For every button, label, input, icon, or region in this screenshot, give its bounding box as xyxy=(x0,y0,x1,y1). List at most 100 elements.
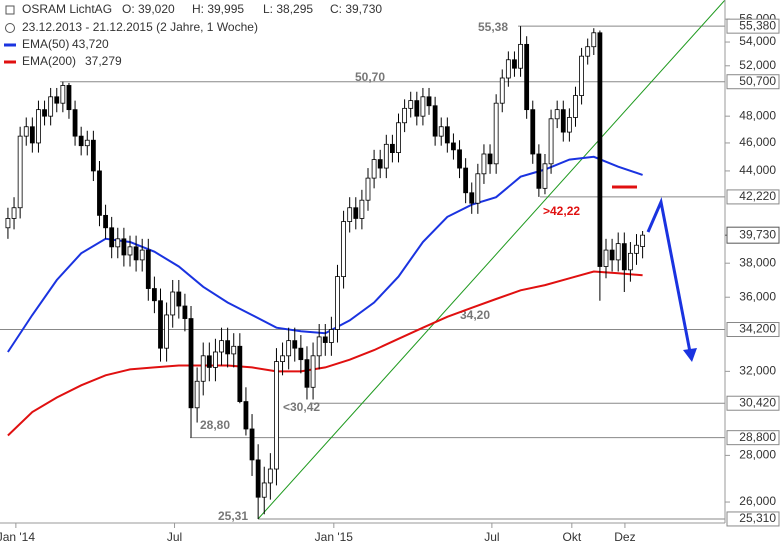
candle-body xyxy=(390,143,395,154)
candle-body xyxy=(206,355,212,368)
candle-body xyxy=(383,143,389,169)
level-note: 50,70 xyxy=(355,70,385,84)
header-high: H: 39,995 xyxy=(192,2,244,16)
candle-body xyxy=(176,291,182,307)
candle-body xyxy=(359,199,365,219)
level-label: 28,800 xyxy=(739,430,776,444)
header-close: C: 39,730 xyxy=(330,2,382,16)
y-tick-label: 26,000 xyxy=(739,494,776,508)
candle-body xyxy=(451,142,456,151)
last-label: 39,730 xyxy=(739,227,776,241)
candle-body xyxy=(121,238,127,256)
level-box xyxy=(726,322,780,338)
candle-body xyxy=(512,59,517,69)
y-tick-label: 32,000 xyxy=(739,364,776,378)
candle-body xyxy=(115,238,121,248)
candle-body xyxy=(213,351,218,368)
candle-body xyxy=(54,96,60,104)
level-box xyxy=(726,189,780,205)
y-tick-label: 28,000 xyxy=(739,448,776,462)
candle-body xyxy=(579,55,584,96)
candle-body xyxy=(396,122,401,154)
level-note: 25,31 xyxy=(218,509,248,523)
candle-body xyxy=(560,109,566,133)
candle-body xyxy=(408,100,414,109)
candle-body xyxy=(628,252,633,271)
candle-body xyxy=(328,329,334,343)
header-range: 23.12.2013 - 21.12.2015 (2 Jahre, 1 Woch… xyxy=(22,20,258,34)
candle-body xyxy=(200,355,206,382)
candle-body xyxy=(548,118,554,165)
candle-body xyxy=(365,177,371,201)
candle-body xyxy=(127,246,133,256)
candle-body xyxy=(5,218,11,229)
candle-body xyxy=(585,46,591,57)
level-box xyxy=(726,18,780,34)
candle-body xyxy=(298,347,304,361)
candle-body xyxy=(518,43,523,69)
candle-body xyxy=(444,126,450,144)
y-tick-label: 54,000 xyxy=(739,34,776,48)
candle-body xyxy=(457,149,462,169)
candle-body xyxy=(536,153,542,189)
level-box xyxy=(726,74,780,90)
candle-body xyxy=(438,126,444,137)
candle-body xyxy=(347,207,353,222)
y-tick-label: 36,000 xyxy=(739,289,776,303)
candle-body xyxy=(170,291,176,316)
candle-body xyxy=(139,249,145,261)
candle-body xyxy=(109,227,115,248)
candle-body xyxy=(255,459,261,498)
candle-body xyxy=(188,318,194,409)
candle-body xyxy=(481,153,487,175)
candle-body xyxy=(36,109,41,144)
candle-body xyxy=(353,207,359,219)
y-tick-label: 46,000 xyxy=(739,135,776,149)
level-note: >42,22 xyxy=(543,204,580,218)
candle-body xyxy=(42,109,47,117)
candle-body xyxy=(322,336,328,343)
candle-body xyxy=(78,135,84,147)
candle-body xyxy=(249,428,255,461)
level-label: 50,700 xyxy=(739,74,776,88)
candle-body xyxy=(164,314,170,349)
x-tick-label: Jul xyxy=(484,530,499,544)
candle-body xyxy=(554,109,560,120)
candle-body xyxy=(426,96,432,107)
level-box xyxy=(726,395,780,411)
arrow-head xyxy=(683,348,697,362)
candle-body xyxy=(243,401,249,430)
candle-body xyxy=(66,85,72,111)
legend-value: 43,720 xyxy=(72,37,109,51)
candle-body xyxy=(591,32,597,48)
y-tick-label: 44,000 xyxy=(739,163,776,177)
candle-body xyxy=(29,126,35,144)
candle-body xyxy=(231,345,237,355)
header-low: L: 38,295 xyxy=(263,2,313,16)
legend-name: EMA(200) xyxy=(22,54,76,68)
candle-body xyxy=(11,207,17,219)
candle-body xyxy=(414,100,420,117)
ema-line xyxy=(7,270,643,437)
level-box xyxy=(726,511,780,527)
candle-body xyxy=(615,243,621,261)
candle-body xyxy=(23,126,29,137)
level-note: 55,38 xyxy=(478,20,508,34)
candle-body xyxy=(219,340,224,353)
candle-body xyxy=(90,139,96,172)
candle-body xyxy=(280,355,285,362)
level-note: 28,80 xyxy=(200,418,230,432)
candle-body xyxy=(603,249,609,267)
candle-body xyxy=(237,345,243,402)
candle-body xyxy=(597,32,603,267)
candle-body xyxy=(97,170,102,216)
candle-body xyxy=(341,221,346,277)
legend-name: EMA(50) xyxy=(22,37,69,51)
candle-body xyxy=(274,361,279,470)
level-label: 30,420 xyxy=(739,395,776,409)
candle-body xyxy=(103,214,108,229)
candle-body xyxy=(225,340,231,355)
candle-body xyxy=(566,117,572,133)
x-tick-label: Dez xyxy=(614,530,635,544)
